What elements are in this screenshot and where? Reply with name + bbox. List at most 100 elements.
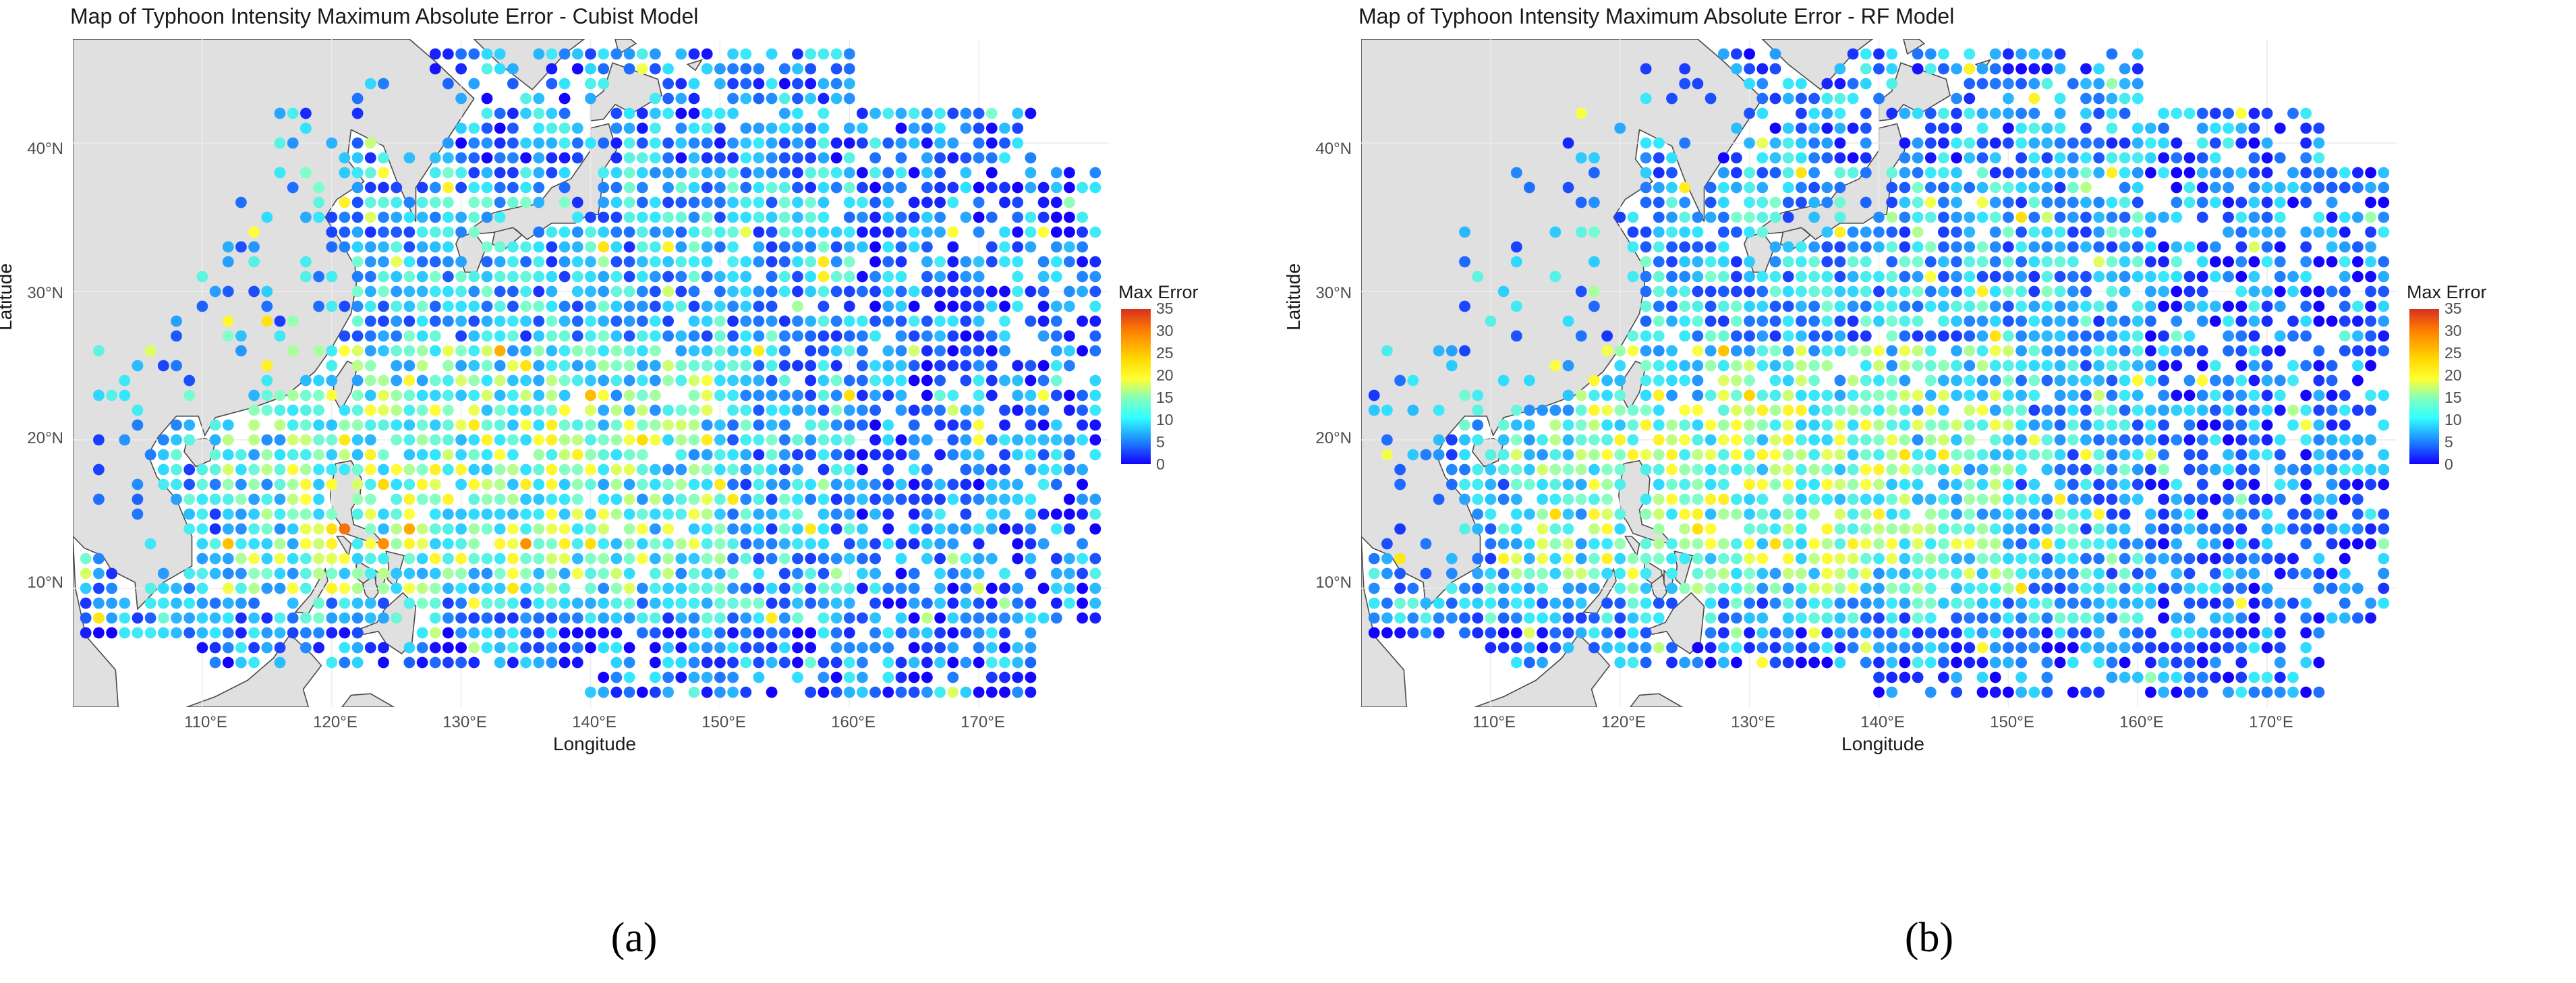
error-point	[1873, 478, 1885, 490]
error-point	[571, 523, 583, 535]
map-svg	[73, 39, 1108, 707]
error-point	[2041, 211, 2053, 223]
error-point	[585, 553, 596, 565]
error-point	[1756, 167, 1769, 179]
error-point	[1588, 508, 1600, 520]
error-point	[2054, 63, 2066, 75]
error-point	[157, 597, 169, 609]
error-point	[766, 686, 778, 698]
error-point	[869, 597, 881, 609]
error-point	[1808, 241, 1820, 253]
error-point	[1510, 449, 1522, 461]
error-point	[2313, 285, 2325, 298]
error-point	[1485, 523, 1497, 535]
error-point	[1769, 419, 1781, 431]
error-point	[2235, 464, 2248, 476]
error-point	[1834, 181, 1846, 194]
error-point	[2274, 597, 2286, 609]
error-point	[843, 315, 855, 327]
error-point	[2145, 627, 2156, 639]
error-point	[2339, 553, 2351, 565]
error-point	[766, 374, 778, 387]
error-point	[326, 241, 338, 253]
error-point	[2119, 449, 2131, 461]
error-point	[2158, 404, 2169, 416]
error-point	[1394, 612, 1406, 624]
error-point	[2015, 345, 2027, 357]
error-point	[2235, 285, 2248, 298]
error-point	[778, 374, 791, 387]
error-point	[80, 553, 92, 565]
error-point	[818, 493, 830, 505]
error-point	[727, 686, 739, 698]
error-point	[1796, 508, 1807, 520]
error-point	[1653, 419, 1665, 431]
error-point	[1744, 493, 1755, 505]
error-point	[1640, 285, 1652, 298]
error-point	[843, 226, 855, 238]
error-point	[1886, 48, 1898, 60]
error-point	[1964, 597, 1976, 609]
error-point	[2210, 271, 2221, 283]
error-point	[1951, 137, 1962, 149]
error-point	[2248, 374, 2260, 387]
error-point	[805, 597, 817, 609]
error-point	[1756, 315, 1769, 327]
error-point	[2261, 538, 2273, 550]
error-point	[1989, 686, 2001, 698]
error-point	[869, 627, 881, 639]
error-point	[300, 107, 312, 119]
error-point	[1575, 285, 1587, 298]
error-point	[481, 181, 493, 194]
error-point	[1025, 627, 1037, 639]
error-point	[727, 493, 739, 505]
error-point	[1860, 63, 1872, 75]
error-point	[481, 434, 493, 446]
error-point	[1899, 211, 1911, 223]
error-point	[1575, 389, 1587, 401]
error-point	[442, 642, 454, 654]
error-point	[1497, 642, 1510, 654]
error-point	[1025, 241, 1037, 253]
error-point	[2028, 567, 2040, 580]
error-point	[766, 582, 778, 594]
error-point	[274, 404, 286, 416]
error-point	[985, 523, 998, 535]
error-point	[416, 597, 428, 609]
error-point	[934, 642, 946, 654]
error-point	[1756, 300, 1769, 312]
error-point	[2235, 122, 2248, 134]
error-point	[843, 256, 855, 268]
error-point	[326, 523, 338, 535]
error-point	[2041, 404, 2053, 416]
land-polygon	[341, 693, 395, 707]
error-point	[1679, 271, 1691, 283]
error-point	[857, 211, 868, 223]
error-point	[1951, 567, 1962, 580]
error-point	[2223, 181, 2234, 194]
error-point	[688, 181, 700, 194]
error-point	[403, 553, 416, 565]
error-point	[2067, 538, 2079, 550]
error-point	[1796, 78, 1807, 90]
error-point	[1717, 508, 1729, 520]
error-point	[882, 345, 894, 357]
error-point	[2223, 553, 2234, 565]
error-point	[1989, 271, 2001, 283]
error-point	[662, 404, 674, 416]
error-point	[2041, 271, 2053, 283]
error-point	[339, 523, 351, 535]
error-point	[623, 63, 635, 75]
error-point	[313, 538, 324, 550]
error-point	[106, 597, 117, 609]
error-point	[455, 122, 467, 134]
error-point	[1485, 612, 1497, 624]
error-point	[520, 92, 532, 105]
error-point	[1601, 330, 1613, 342]
error-point	[2287, 686, 2299, 698]
error-point	[1886, 78, 1898, 90]
error-point	[2093, 419, 2105, 431]
error-point	[2352, 374, 2364, 387]
error-point	[792, 315, 803, 327]
error-point	[364, 434, 376, 446]
